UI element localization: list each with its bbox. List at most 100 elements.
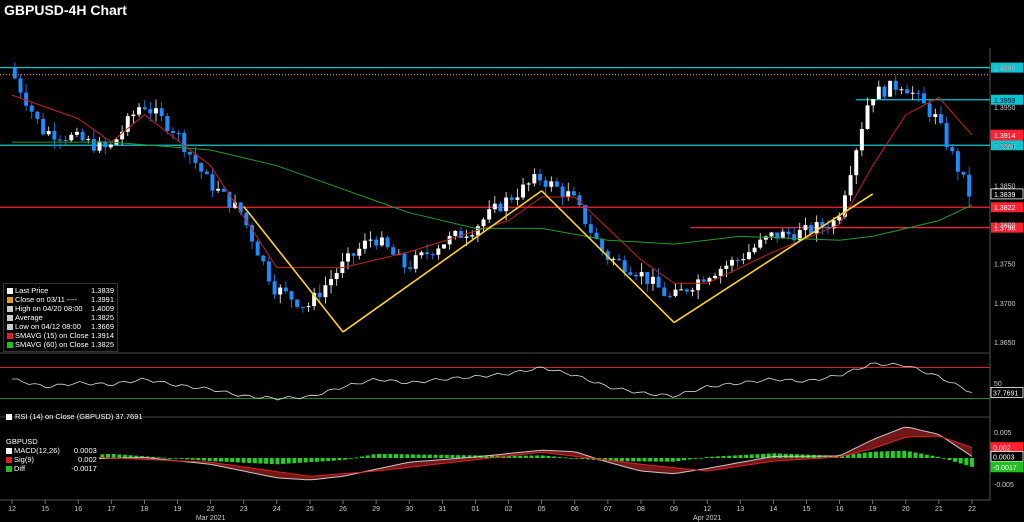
candle-body: [374, 239, 379, 246]
candle-body: [80, 131, 85, 141]
x-tick-label: 15: [803, 506, 811, 513]
legend-swatch: [7, 305, 13, 312]
candle-body: [300, 306, 305, 308]
legend-label: SMAVG (15) on Close: [7, 331, 89, 340]
macd-diff-bar: [930, 455, 935, 458]
month-label: Apr 2021: [693, 515, 722, 522]
candle-body: [876, 86, 881, 100]
macd-diff-bar: [320, 458, 325, 462]
candle-body: [137, 107, 142, 115]
macd-diff-bar: [371, 454, 376, 458]
macd-diff-bar: [636, 458, 641, 462]
macd-diff-bar: [766, 453, 771, 458]
rsi-legend-label: RSI (14) on Close (GBPUSD) 37.7691: [15, 412, 143, 421]
macd-diff-bar: [659, 458, 664, 462]
macd-diff-bar: [173, 458, 178, 459]
macd-diff-bar: [642, 458, 647, 462]
candle-body: [809, 225, 814, 234]
candle-body: [933, 114, 938, 117]
candle-body: [532, 174, 537, 184]
candle-body: [526, 183, 531, 185]
candle-body: [193, 154, 198, 164]
candle-body: [357, 248, 362, 256]
macd-diff-bar: [484, 455, 489, 458]
candle-body: [650, 276, 655, 284]
legend-row: Average 1.3825: [7, 313, 114, 322]
macd-diff-bar: [580, 458, 585, 459]
value-tag: 1.3839: [990, 188, 1024, 200]
legend-value: 1.4009: [91, 304, 114, 313]
legend-label: Last Price: [7, 286, 48, 295]
macd-diff-bar: [196, 458, 201, 461]
macd-diff-bar: [715, 456, 720, 458]
macd-diff-bar: [456, 455, 461, 458]
macd-diff-bar: [360, 456, 365, 458]
macd-legend-value: -0.0017: [71, 464, 97, 473]
macd-diff-bar: [117, 454, 122, 458]
macd-diff-bar: [168, 458, 173, 459]
candle-body: [882, 86, 887, 97]
macd-diff-bar: [106, 454, 110, 458]
macd-diff-bar: [710, 456, 715, 458]
macd-diff-bar: [230, 458, 235, 463]
level-tag: 1.3822: [991, 202, 1023, 213]
macd-legend-swatch: [6, 447, 12, 454]
legend-label-text: Close on 03/11 ----: [15, 295, 77, 304]
macd-diff-bar: [281, 458, 286, 464]
rsi-legend: RSI (14) on Close (GBPUSD) 37.7691: [6, 412, 143, 421]
x-tick-label: 22: [968, 506, 976, 513]
legend-value: 1.3825: [91, 340, 114, 349]
pattern-line: [243, 205, 344, 333]
rsi-value-tag-bg: [990, 387, 1024, 398]
macd-diff-bar: [625, 458, 630, 462]
macd-diff-bar: [936, 456, 941, 458]
macd-diff-bar: [828, 455, 833, 458]
macd-diff-bar: [134, 455, 139, 458]
candle-body: [667, 295, 672, 297]
value-tag-bg: [990, 129, 1024, 141]
macd-diff-bar: [907, 451, 912, 458]
macd-diff-bar: [761, 453, 766, 458]
macd-diff-bar: [490, 455, 494, 458]
candle-body: [41, 118, 46, 135]
signal-line: [11, 435, 973, 477]
macd-diff-bar: [862, 452, 867, 458]
candle-body: [803, 225, 808, 230]
candle-body: [696, 279, 701, 291]
candle-body: [261, 255, 266, 262]
macd-value-tag-label: 0.002: [993, 446, 1011, 453]
macd-diff-bar: [749, 454, 754, 458]
x-tick-label: 17: [107, 506, 115, 513]
candle-body: [735, 259, 740, 261]
candle-body: [103, 141, 108, 148]
x-tick-label: 20: [902, 506, 910, 513]
rsi-value-tag-label: 37.7691: [993, 390, 1018, 397]
macd-diff-bar: [631, 458, 636, 462]
rsi-value-tag: 37.7691: [990, 387, 1024, 398]
macd-diff-bar: [648, 458, 653, 462]
legend-swatch: [7, 323, 13, 330]
candle-body: [176, 132, 181, 134]
x-tick-label: 02: [505, 506, 513, 513]
candle-body: [679, 289, 684, 291]
candle-body: [611, 258, 616, 260]
candle-body: [464, 236, 469, 238]
value-tag-label: 1.3839: [994, 192, 1016, 199]
candle-body: [74, 131, 79, 135]
y-tick-label: 1.4000: [994, 66, 1016, 73]
candle-body: [283, 287, 288, 292]
legend-row: Close on 03/11 ---- 1.3991: [7, 295, 114, 304]
candle-body: [752, 247, 757, 253]
x-tick-label: 07: [604, 506, 612, 513]
macd-diff-bar: [405, 454, 410, 458]
macd-diff-bar: [924, 454, 929, 458]
macd-diff-bar: [202, 458, 206, 461]
macd-diff-bar: [337, 458, 342, 461]
candle-body: [622, 260, 627, 273]
macd-diff-bar: [885, 451, 890, 458]
macd-value-tag-bg: [990, 451, 1024, 462]
macd-diff-bar: [670, 458, 675, 462]
macd-legend-title: GBPUSD: [6, 437, 38, 446]
candle-body: [713, 275, 718, 279]
macd-diff-bar: [953, 458, 958, 462]
